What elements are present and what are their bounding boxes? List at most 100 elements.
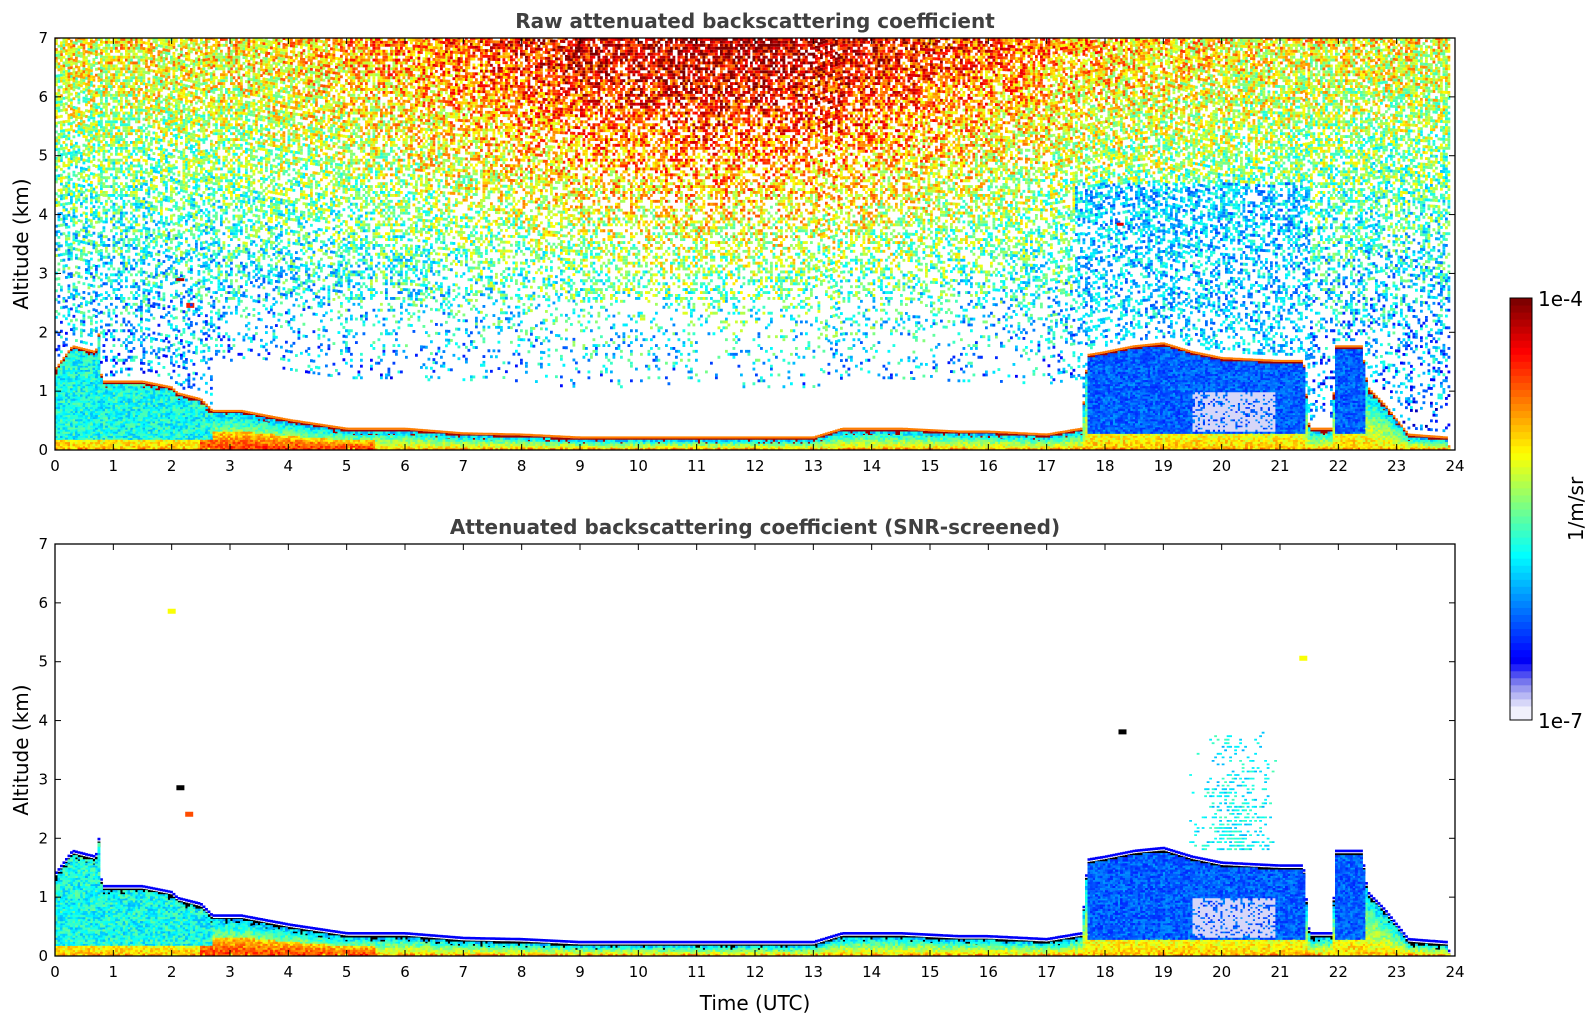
heatmap-cells — [497, 38, 991, 141]
colorbar-cell — [1510, 628, 1532, 637]
colorbar-cell — [1510, 698, 1532, 707]
heatmap-cells — [1435, 408, 1438, 411]
panel-screened-x-ticks: 0 1 2 3 4 5 6 7 8 9 10 11 12 13 14 15 16 17 18 19 20 21 22 23 24 — [50, 544, 1465, 981]
heatmap-cells — [195, 937, 1393, 956]
heatmap-cells — [310, 949, 366, 955]
heatmap-cells — [152, 906, 156, 909]
heatmap-cells — [202, 943, 1356, 956]
heatmap-cells — [392, 939, 1448, 953]
heatmap-cells — [102, 55, 1448, 445]
heatmap-cells — [1090, 857, 1361, 940]
x-tick-label: 20 — [1212, 457, 1231, 475]
colorbar-cell — [1510, 312, 1532, 320]
y-tick-label: 1 — [38, 382, 48, 400]
colorbar-cell — [1510, 396, 1532, 404]
heatmap-cells — [217, 425, 221, 428]
colorbar-cell — [1510, 417, 1532, 426]
heatmap-cells — [492, 38, 1011, 156]
heatmap-cells — [457, 38, 961, 115]
colorbar-cell — [1510, 389, 1532, 397]
colorbar-cell — [1510, 621, 1532, 630]
colorbar-cell — [1510, 333, 1532, 341]
x-tick-label: 10 — [629, 457, 648, 475]
raw-heatmap — [55, 38, 1451, 450]
colorbar-gradient — [1510, 298, 1532, 721]
heatmap-cells — [1087, 863, 1348, 940]
heatmap-cells — [725, 949, 728, 953]
heatmap-cells — [347, 949, 351, 953]
x-tick-label: 9 — [575, 963, 585, 981]
colorbar-cell — [1510, 579, 1532, 587]
heatmap-cells — [1382, 378, 1386, 390]
heatmap-cells — [1410, 409, 1413, 412]
colorbar-max-label: 1e-4 — [1538, 287, 1583, 311]
heatmap-cells — [935, 941, 938, 944]
heatmap-cells — [57, 735, 1262, 938]
heatmap-cells — [1332, 376, 1336, 380]
x-tick-label: 0 — [50, 457, 60, 475]
colorbar-cell — [1510, 319, 1532, 327]
x-tick-label: 5 — [342, 457, 352, 475]
heatmap-cells — [1412, 400, 1416, 404]
heatmap-cells — [152, 918, 156, 922]
colorbar-cell — [1510, 403, 1532, 412]
x-tick-label: 4 — [284, 963, 294, 981]
heatmap-cells — [295, 951, 298, 955]
heatmap-cells — [62, 738, 1257, 944]
panel-screened-ylabel: Altitude (km) — [9, 684, 33, 815]
heatmap-cells — [62, 763, 1247, 936]
heatmap-cells — [212, 949, 216, 953]
colorbar-cell — [1510, 593, 1532, 601]
heatmap-cells — [65, 71, 1433, 449]
y-tick-label: 2 — [38, 323, 48, 341]
x-tick-label: 6 — [400, 963, 410, 981]
colorbar-cell — [1510, 431, 1532, 440]
colorbar-cell — [1510, 361, 1532, 369]
colorbar-cell — [1510, 691, 1532, 700]
heatmap-cells — [1400, 941, 1403, 944]
heatmap-cells — [920, 941, 923, 944]
colorbar-cell — [1510, 649, 1532, 658]
panel-raw: Raw attenuated backscattering coefficien… — [9, 9, 1465, 475]
heatmap-cells — [810, 949, 813, 953]
heatmap-cells — [1410, 385, 1413, 389]
x-tick-label: 22 — [1329, 963, 1348, 981]
x-tick-label: 16 — [979, 457, 998, 475]
colorbar-frame — [1509, 297, 1533, 721]
heatmap-cells — [1365, 894, 1378, 909]
colorbar-cell — [1510, 705, 1532, 714]
heatmap-cells — [1112, 857, 1361, 940]
x-tick-label: 15 — [920, 963, 939, 981]
heatmap-cells — [1200, 941, 1203, 944]
x-tick-label: 20 — [1212, 963, 1231, 981]
heatmap-cells — [117, 352, 121, 356]
heatmap-cells — [1412, 423, 1416, 427]
colorbar-cell — [1510, 347, 1532, 355]
x-tick-label: 21 — [1270, 457, 1289, 475]
x-tick-label: 0 — [50, 963, 60, 981]
colorbar-cell — [1510, 445, 1532, 454]
heatmap-cells — [227, 947, 231, 951]
x-tick-label: 23 — [1387, 963, 1406, 981]
heatmap-cells — [1382, 931, 1386, 934]
heatmap-cells — [540, 38, 968, 127]
heatmap-cells — [965, 939, 1346, 953]
heatmap-cells — [327, 291, 331, 295]
y-tick-label: 0 — [38, 441, 48, 459]
heatmap-cells — [305, 370, 308, 374]
x-tick-label: 24 — [1445, 457, 1464, 475]
heatmap-cells — [230, 947, 238, 953]
heatmap-cells — [1402, 420, 1406, 424]
heatmap-cells — [205, 949, 208, 953]
x-tick-label: 19 — [1154, 963, 1173, 981]
heatmap-cells — [75, 857, 531, 949]
x-tick-label: 4 — [284, 457, 294, 475]
heatmap-cells — [1020, 947, 1023, 951]
panel-screened-xlabel: Time (UTC) — [699, 991, 811, 1015]
panel-raw-ylabel: Altitude (km) — [9, 178, 33, 309]
heatmap-cells — [127, 939, 1406, 955]
heatmap-cells — [1265, 69, 1268, 73]
y-tick-label: 0 — [38, 947, 48, 965]
heatmap-cells — [1415, 409, 1418, 413]
heatmap-cells — [215, 931, 1416, 953]
